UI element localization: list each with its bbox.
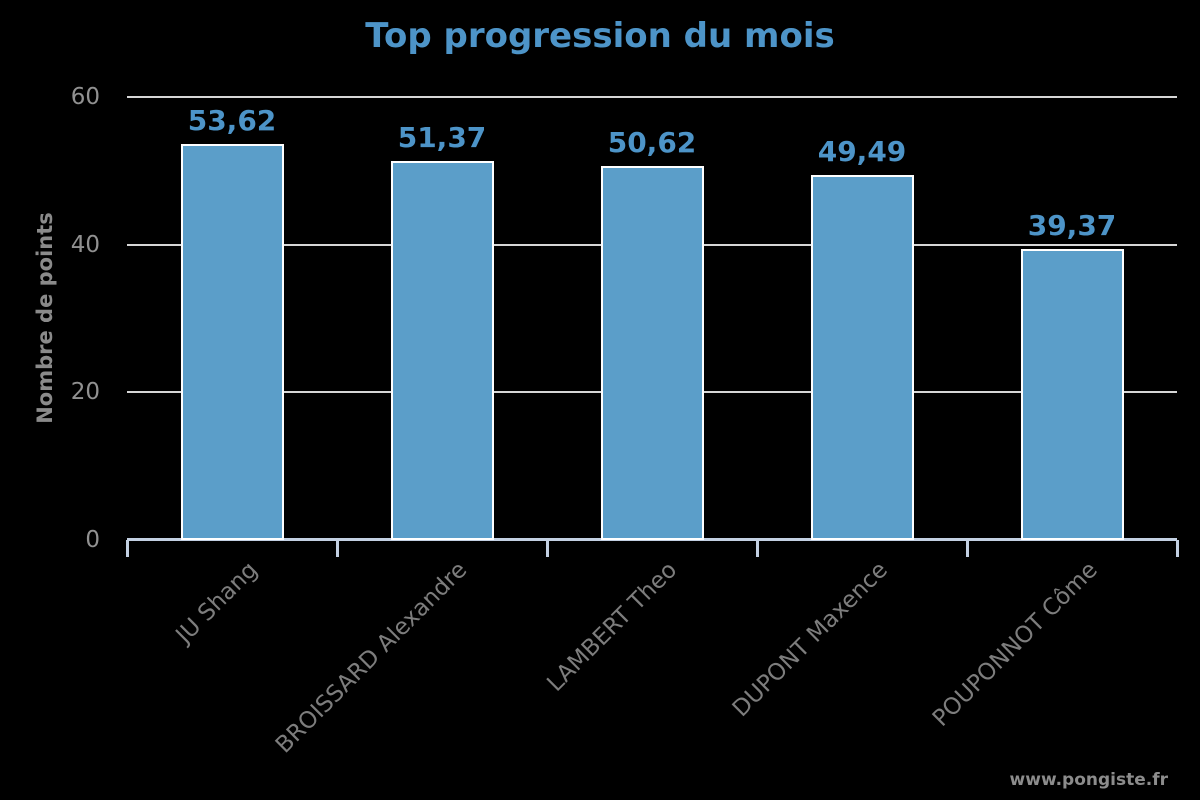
bar-dupont-maxence — [810, 174, 914, 540]
gridline-y-60 — [127, 96, 1177, 98]
x-category-label: BROISSARD Alexandre — [270, 557, 473, 759]
x-tick-mark — [545, 540, 549, 557]
bar-value-label: 50,62 — [607, 126, 697, 160]
x-category-label: LAMBERT Theo — [542, 557, 683, 697]
plot-area: 0 20 40 60 53,62 JU Shang 51,37 BROISSARD Alexa… — [71, 84, 1179, 758]
bar-value-label: 51,37 — [397, 120, 487, 154]
bar-ju-shang — [180, 144, 284, 540]
bar-value-label: 53,62 — [187, 104, 277, 138]
x-category-label: JU Shang — [170, 557, 263, 649]
bar-broissard-alexandre — [390, 160, 494, 540]
x-tick-mark — [1175, 540, 1179, 557]
watermark: www.pongiste.fr — [1009, 770, 1168, 790]
x-tick-mark — [755, 540, 759, 557]
y-tick-label-60: 60 — [70, 84, 100, 110]
x-tick-mark — [125, 540, 129, 557]
x-category-label: DUPONT Maxence — [727, 557, 893, 723]
chart-title: Top progression du mois — [365, 16, 835, 56]
y-tick-label-20: 20 — [70, 379, 100, 406]
bar-value-label: 49,49 — [817, 134, 907, 168]
x-tick-mark — [335, 540, 339, 557]
bar-pouponnot-c-me — [1020, 249, 1124, 540]
y-tick-label-0: 0 — [85, 527, 100, 553]
bar-value-label: 39,37 — [1027, 209, 1117, 243]
x-category-label: POUPONNOT Côme — [927, 557, 1103, 732]
x-tick-mark — [965, 540, 969, 557]
y-tick-label-40: 40 — [70, 231, 100, 258]
bar-lambert-theo — [600, 166, 704, 540]
